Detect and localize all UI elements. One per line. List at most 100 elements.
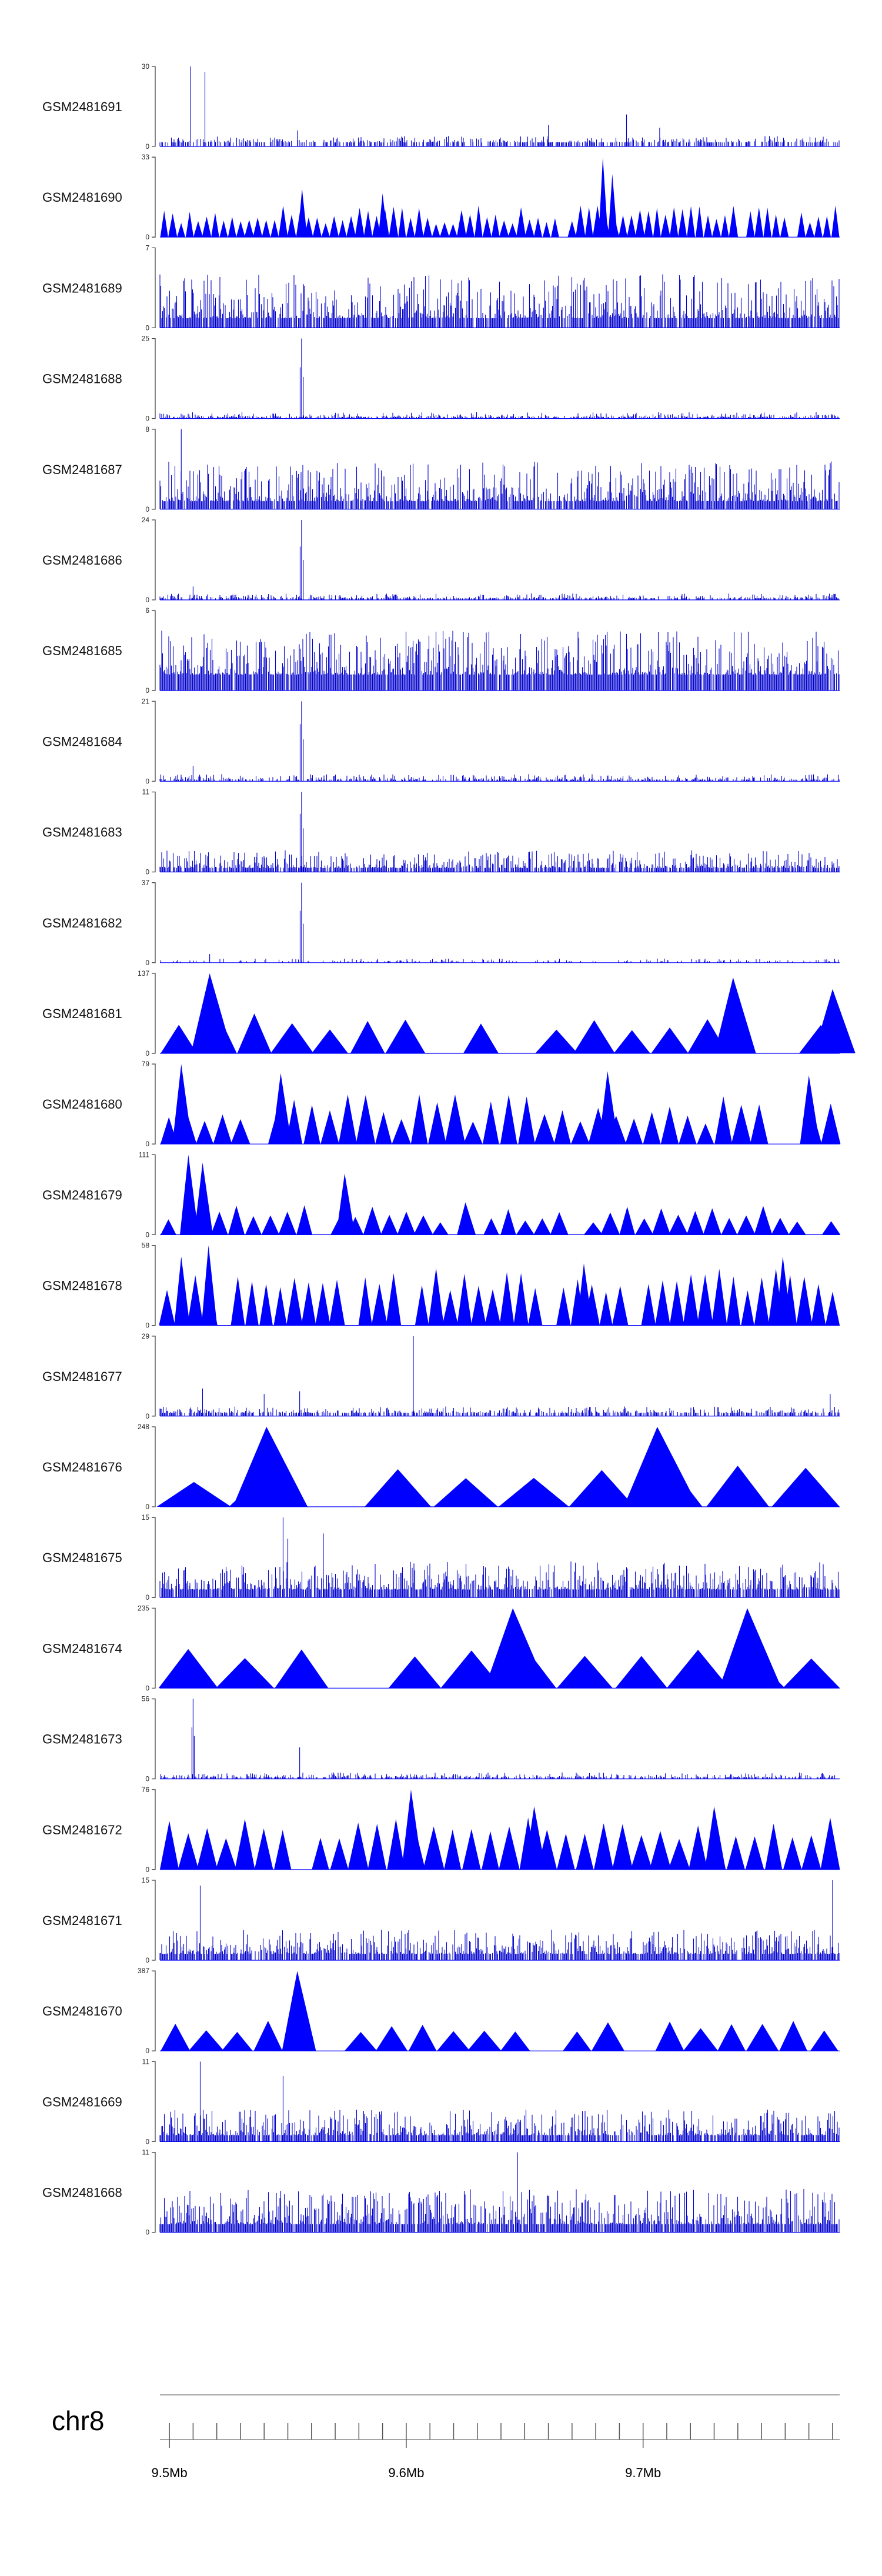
signal-triangle <box>312 217 322 238</box>
track-label: GSM2481688 <box>42 372 122 386</box>
signal-triangle <box>754 1277 770 1326</box>
track-GSM2481677: GSM2481677 29 0 <box>42 1332 840 1420</box>
signal-triangle <box>500 1095 517 1144</box>
signal-triangle <box>619 215 628 238</box>
signal-triangle <box>482 217 492 238</box>
signal-triangle <box>687 206 696 238</box>
signal-triangle <box>703 1208 721 1235</box>
signal-triangle <box>516 1220 534 1235</box>
peak-triangle <box>577 1263 593 1326</box>
y-axis <box>152 973 156 1054</box>
signal-triangle <box>428 1102 446 1144</box>
signal-triangle <box>230 1276 245 1326</box>
signal-triangle <box>600 1212 620 1235</box>
y-min-label: 0 <box>145 596 149 604</box>
signal-triangle <box>193 221 203 238</box>
track-label: GSM2481683 <box>42 825 122 840</box>
signal-triangle <box>825 1292 840 1326</box>
y-min-label: 0 <box>145 1412 149 1420</box>
y-axis <box>152 882 156 963</box>
signal <box>160 882 840 963</box>
signal-triangle <box>278 1212 296 1235</box>
signal-triangle <box>754 207 764 238</box>
signal-triangle <box>415 208 424 238</box>
track-GSM2481679: GSM2481679 111 0 <box>42 1150 841 1239</box>
signal-triangle <box>439 222 450 238</box>
y-min-label: 0 <box>145 868 149 876</box>
y-max-label: 7 <box>145 243 149 252</box>
peak-triangle <box>814 989 856 1053</box>
signal-triangle <box>278 205 288 238</box>
signal-triangle <box>771 1217 789 1235</box>
y-max-label: 29 <box>142 1332 150 1340</box>
signal-triangle <box>415 1285 429 1326</box>
signal-triangle <box>507 223 517 238</box>
signal-triangle <box>668 1214 688 1235</box>
signal-triangle <box>660 1106 679 1144</box>
peak-triangle <box>172 1064 192 1144</box>
signal-triangle <box>389 206 399 238</box>
peak-triangle <box>194 1162 213 1235</box>
signal <box>159 429 840 510</box>
signal-triangle <box>463 1121 483 1144</box>
signal-triangle <box>363 1207 382 1235</box>
track-GSM2481680: GSM2481680 79 0 <box>42 1060 841 1148</box>
track-GSM2481688: GSM2481688 25 0 <box>42 335 840 423</box>
signal-triangle <box>385 1019 426 1053</box>
signal-triangle <box>643 1112 661 1144</box>
signal-triangle <box>296 1205 313 1235</box>
signal-triangle <box>211 1212 228 1235</box>
signal-triangle <box>554 1110 571 1144</box>
signal-triangle <box>270 219 279 238</box>
signal-triangle <box>796 1276 813 1326</box>
y-max-label: 21 <box>142 697 150 705</box>
track-GSM2481678: GSM2481678 58 0 <box>42 1242 840 1330</box>
signal-triangle <box>771 214 780 238</box>
signal <box>159 274 840 329</box>
signal-triangle <box>449 223 457 238</box>
peak-triangle <box>378 193 388 238</box>
signal-triangle <box>397 1212 416 1235</box>
y-axis <box>152 1336 156 1417</box>
peak-triangle <box>776 1256 791 1326</box>
signal-triangle <box>303 1105 320 1144</box>
y-min-label: 0 <box>145 233 149 241</box>
signal-triangle <box>679 1115 697 1144</box>
signal-triangle <box>695 206 704 238</box>
y-max-label: 111 <box>139 1150 150 1159</box>
signal-triangle <box>584 207 593 238</box>
signal-triangle <box>202 216 212 238</box>
signal-triangle <box>259 1284 273 1326</box>
signal-triangle <box>750 1104 769 1144</box>
signal-triangle <box>533 218 543 238</box>
signal-triangle <box>551 218 559 238</box>
signal-triangle <box>763 207 772 238</box>
signal-triangle <box>273 1287 287 1326</box>
track-label: GSM2481690 <box>42 190 122 205</box>
signal-triangle <box>821 1221 841 1235</box>
signal-triangle <box>534 1114 555 1144</box>
signal-triangle <box>485 1289 501 1326</box>
signal-triangle <box>428 1268 444 1326</box>
signal-triangle <box>406 218 415 238</box>
signal-triangle <box>346 216 356 238</box>
signal <box>159 1245 840 1326</box>
y-axis <box>152 1154 156 1236</box>
signal-triangle <box>821 1103 841 1144</box>
signal <box>159 520 840 600</box>
signal-triangle <box>703 215 713 238</box>
y-max-label: 33 <box>142 153 150 161</box>
track-GSM2481686: GSM2481686 24 0 <box>42 516 840 604</box>
track-GSM2481687: GSM2481687 8 0 <box>42 425 840 513</box>
signal-triangle <box>651 1027 689 1053</box>
track-GSM2481682: GSM2481682 37 0 <box>42 879 840 967</box>
peak-triangle <box>599 1071 619 1144</box>
signal-triangle <box>228 216 236 238</box>
signal-triangle <box>363 211 373 238</box>
signal-triangle <box>550 1212 569 1235</box>
track-label: GSM2481679 <box>42 1187 122 1202</box>
signal-triangle <box>160 211 168 238</box>
signal-triangle <box>286 1099 303 1144</box>
tracks-group: GSM2481691300GSM2481690330GSM248168970GS… <box>42 62 856 2237</box>
signal-triangle <box>177 223 186 238</box>
